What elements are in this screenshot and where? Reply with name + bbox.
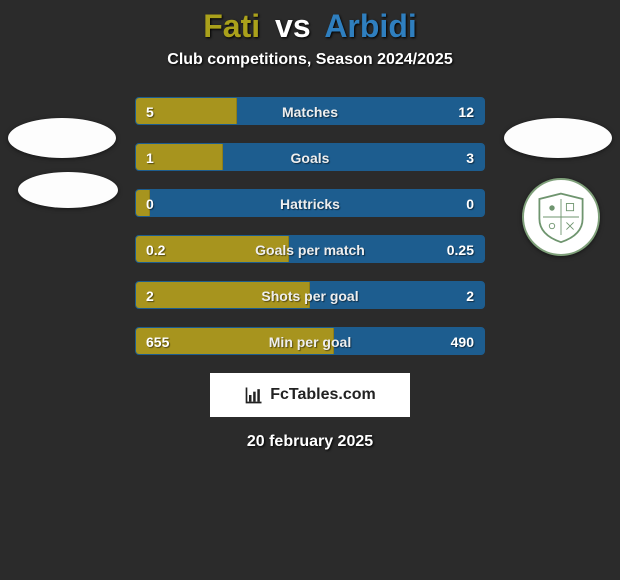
stat-value-right: 3 — [466, 144, 474, 171]
stat-label: Min per goal — [136, 328, 484, 355]
stat-label: Goals per match — [136, 236, 484, 263]
stat-label: Hattricks — [136, 190, 484, 217]
stat-label: Matches — [136, 98, 484, 125]
date-text: 20 february 2025 — [0, 433, 620, 451]
stat-row: 0.2Goals per match0.25 — [135, 235, 485, 263]
stat-row: 2Shots per goal2 — [135, 281, 485, 309]
stat-row: 5Matches12 — [135, 97, 485, 125]
brand-badge: FcTables.com — [210, 373, 410, 417]
stat-row: 1Goals3 — [135, 143, 485, 171]
stat-value-right: 490 — [451, 328, 474, 355]
brand-text: FcTables.com — [270, 386, 376, 404]
stat-value-right: 12 — [458, 98, 474, 125]
stat-label: Shots per goal — [136, 282, 484, 309]
stat-row: 655Min per goal490 — [135, 327, 485, 355]
stat-value-right: 2 — [466, 282, 474, 309]
comparison-bars: 5Matches12 1Goals3 0Hattricks0 0.2Goals per… — [135, 97, 485, 355]
page-title: Fati vs Arbidi — [0, 0, 620, 51]
stat-value-right: 0 — [466, 190, 474, 217]
title-vs: vs — [275, 8, 311, 44]
stat-value-right: 0.25 — [447, 236, 474, 263]
title-player2: Arbidi — [324, 8, 416, 44]
stat-label: Goals — [136, 144, 484, 171]
subtitle: Club competitions, Season 2024/2025 — [0, 51, 620, 69]
stat-row: 0Hattricks0 — [135, 189, 485, 217]
title-player1: Fati — [203, 8, 260, 44]
bar-chart-icon — [244, 385, 264, 405]
